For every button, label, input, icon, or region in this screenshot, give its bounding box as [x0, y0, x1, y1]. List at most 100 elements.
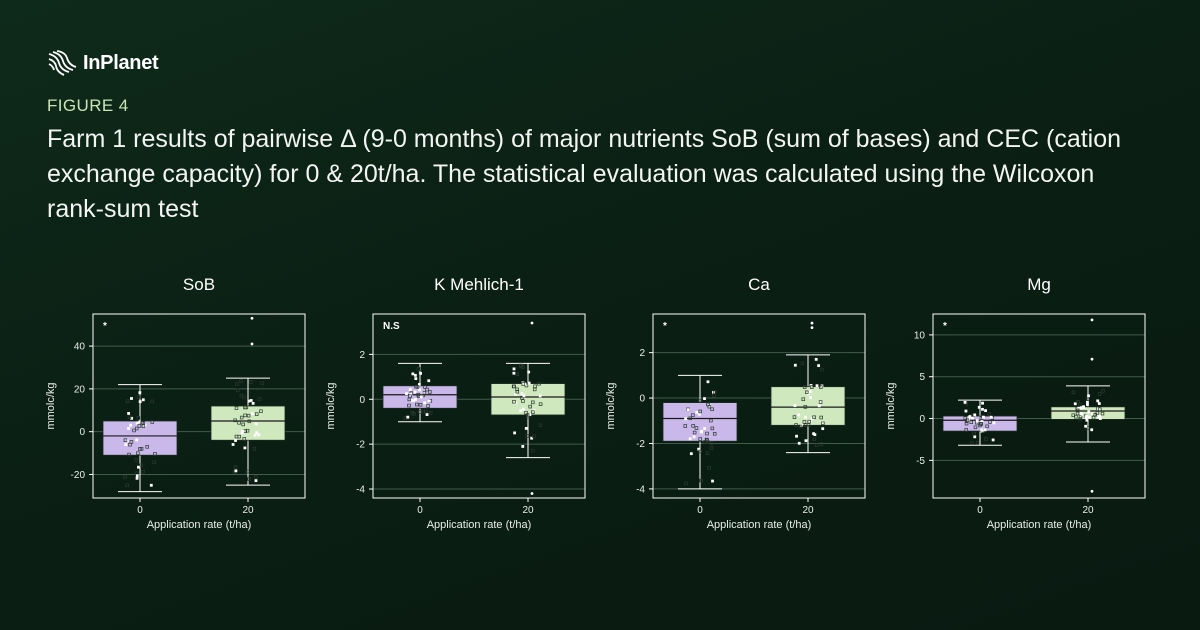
data-point	[1098, 407, 1102, 412]
data-point	[1082, 406, 1086, 409]
data-point	[428, 390, 432, 394]
data-point	[683, 424, 688, 428]
data-point	[240, 431, 244, 435]
data-point	[538, 423, 543, 428]
data-point	[521, 382, 526, 386]
data-point	[803, 405, 808, 409]
data-point	[150, 399, 154, 404]
panel-title: Ca	[748, 275, 770, 294]
outlier-point	[810, 326, 814, 330]
x-axis-label: Application rate (t/ha)	[707, 519, 812, 531]
data-point	[810, 385, 814, 389]
data-point	[710, 407, 714, 412]
data-point	[239, 379, 243, 383]
data-point	[511, 384, 516, 389]
data-point	[416, 392, 420, 397]
brand-name: InPlanet	[83, 51, 159, 74]
outlier-point	[1090, 489, 1094, 493]
data-point	[407, 397, 412, 402]
data-point	[233, 418, 237, 423]
data-point	[699, 430, 703, 434]
data-point	[691, 424, 695, 428]
data-point	[1080, 412, 1084, 416]
data-point	[1095, 411, 1100, 415]
data-point	[688, 416, 692, 421]
data-point	[698, 398, 702, 403]
data-point	[414, 398, 417, 401]
data-point	[135, 474, 139, 478]
data-point	[807, 419, 811, 424]
data-point	[239, 393, 244, 398]
data-point	[964, 428, 968, 432]
box-iqr	[210, 405, 286, 441]
data-point	[1084, 424, 1088, 428]
significance-label: *	[663, 321, 667, 332]
data-point	[1076, 400, 1081, 404]
data-point	[1073, 402, 1077, 406]
data-point	[821, 427, 825, 431]
data-point	[1077, 406, 1081, 410]
data-point	[528, 413, 532, 417]
y-tick-label: 0	[639, 394, 645, 405]
outlier-point	[530, 492, 534, 495]
data-point	[1085, 397, 1090, 402]
data-point	[1097, 402, 1101, 405]
x-tick-label: 20	[802, 505, 814, 516]
data-point	[699, 478, 704, 483]
x-tick-label: 0	[137, 505, 143, 516]
data-point	[819, 442, 824, 446]
data-point	[129, 423, 133, 427]
data-point	[427, 379, 431, 383]
data-point	[810, 417, 814, 420]
data-point	[136, 451, 140, 455]
data-point	[801, 397, 806, 401]
data-point	[524, 427, 528, 430]
panel-title: SoB	[183, 275, 215, 294]
data-point	[697, 447, 701, 451]
data-point	[140, 420, 144, 425]
data-point	[247, 419, 252, 424]
y-tick-label: -20	[71, 470, 86, 481]
data-point	[241, 430, 245, 433]
data-point	[970, 416, 974, 420]
data-point	[127, 427, 130, 430]
figure-title: Farm 1 results of pairwise Δ (9-0 months…	[47, 125, 1122, 223]
data-point	[130, 416, 134, 420]
data-point	[804, 439, 808, 443]
data-point	[969, 441, 974, 445]
data-point	[802, 420, 807, 424]
data-point	[991, 438, 995, 442]
data-point	[244, 405, 249, 410]
data-point	[526, 415, 530, 419]
data-point	[1090, 428, 1094, 432]
data-point	[684, 481, 688, 486]
data-point	[145, 445, 149, 449]
data-point	[981, 407, 984, 411]
data-point	[254, 412, 259, 416]
data-point	[975, 419, 979, 423]
data-point	[419, 395, 423, 399]
data-point	[698, 409, 703, 414]
data-point	[704, 437, 709, 442]
data-point	[1087, 415, 1091, 419]
data-point	[418, 388, 422, 392]
data-point	[538, 394, 542, 398]
data-point	[231, 443, 235, 446]
data-point	[712, 390, 717, 394]
data-point	[821, 421, 825, 426]
brand-logo: InPlanet	[47, 50, 159, 76]
data-point	[979, 422, 983, 426]
data-point	[410, 410, 415, 415]
data-point	[136, 416, 141, 420]
data-point	[235, 382, 239, 386]
data-point	[139, 463, 143, 468]
data-point	[964, 409, 968, 413]
data-point	[425, 387, 429, 392]
data-point	[814, 443, 819, 448]
data-point	[812, 415, 816, 419]
x-axis-label: Application rate (t/ha)	[147, 519, 252, 531]
data-point	[706, 402, 710, 407]
data-point	[521, 399, 525, 403]
y-axis-label: mmolc/kg	[605, 382, 617, 429]
y-tick-label: -4	[636, 484, 645, 495]
